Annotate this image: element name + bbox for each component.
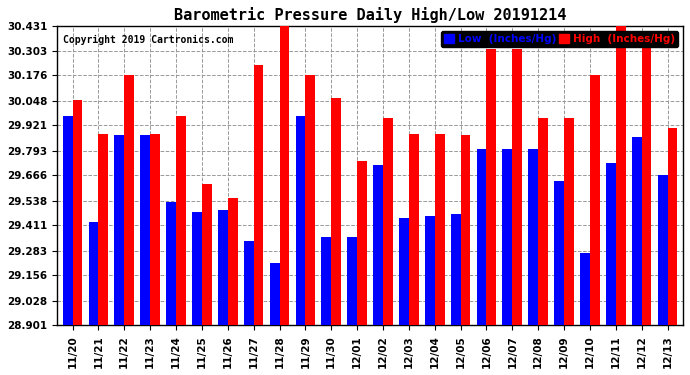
Bar bbox=[399, 218, 409, 326]
Bar bbox=[176, 116, 186, 326]
Bar bbox=[331, 98, 341, 326]
Bar bbox=[254, 65, 264, 326]
Bar bbox=[529, 149, 538, 326]
Bar bbox=[667, 128, 678, 326]
Bar bbox=[88, 222, 99, 326]
Bar bbox=[202, 184, 212, 326]
Bar bbox=[632, 138, 642, 326]
Text: Copyright 2019 Cartronics.com: Copyright 2019 Cartronics.com bbox=[63, 34, 234, 45]
Bar bbox=[580, 253, 590, 326]
Bar bbox=[228, 198, 237, 326]
Bar bbox=[590, 75, 600, 326]
Bar bbox=[486, 49, 496, 326]
Bar bbox=[140, 135, 150, 326]
Bar bbox=[642, 33, 651, 326]
Bar bbox=[564, 118, 574, 326]
Bar bbox=[306, 75, 315, 326]
Bar bbox=[63, 116, 72, 326]
Bar bbox=[270, 263, 279, 326]
Title: Barometric Pressure Daily High/Low 20191214: Barometric Pressure Daily High/Low 20191… bbox=[174, 7, 566, 23]
Bar bbox=[192, 212, 202, 326]
Bar bbox=[383, 118, 393, 326]
Bar bbox=[357, 161, 367, 326]
Bar bbox=[658, 175, 667, 326]
Bar bbox=[615, 26, 626, 326]
Bar bbox=[347, 237, 357, 326]
Bar bbox=[322, 237, 331, 326]
Bar bbox=[477, 149, 486, 326]
Legend: Low  (Inches/Hg), High  (Inches/Hg): Low (Inches/Hg), High (Inches/Hg) bbox=[441, 31, 678, 47]
Bar bbox=[502, 149, 512, 326]
Bar bbox=[115, 135, 124, 326]
Bar bbox=[451, 214, 461, 326]
Bar bbox=[373, 165, 383, 326]
Bar bbox=[425, 216, 435, 326]
Bar bbox=[244, 242, 254, 326]
Bar bbox=[538, 118, 548, 326]
Bar bbox=[124, 75, 134, 326]
Bar bbox=[150, 134, 160, 326]
Bar bbox=[295, 116, 306, 326]
Bar bbox=[279, 26, 289, 326]
Bar bbox=[512, 49, 522, 326]
Bar bbox=[461, 135, 471, 326]
Bar bbox=[435, 134, 444, 326]
Bar bbox=[554, 181, 564, 326]
Bar bbox=[606, 163, 615, 326]
Bar bbox=[409, 134, 419, 326]
Bar bbox=[72, 100, 82, 326]
Bar bbox=[218, 210, 228, 326]
Bar bbox=[166, 202, 176, 326]
Bar bbox=[99, 134, 108, 326]
